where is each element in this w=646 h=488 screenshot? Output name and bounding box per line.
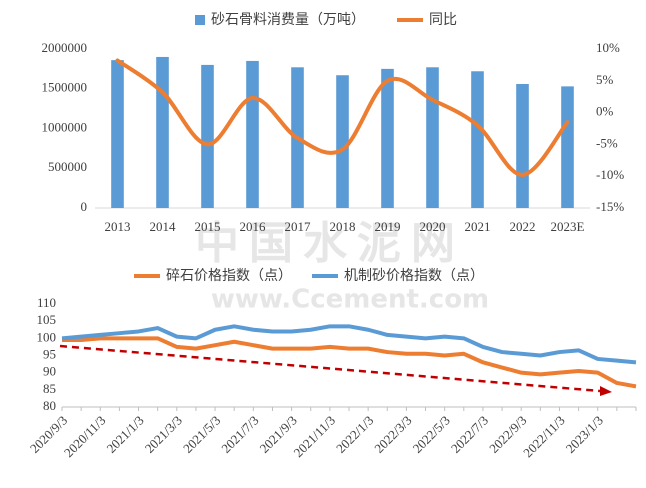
legend-label: 碎石价格指数（点）: [166, 268, 292, 284]
x-tick-label: 2023E: [551, 219, 585, 234]
y-tick-label: 110: [37, 295, 56, 310]
y2-tick-label: 10%: [596, 40, 620, 55]
x-tick-label: 2022/1/3: [333, 413, 376, 456]
arrow-head: [600, 386, 612, 396]
x-tick-label: 2015: [195, 219, 221, 234]
trend-arrow: [59, 344, 601, 393]
x-tick-label: 2022: [510, 219, 536, 234]
legend-label: 砂石骨料消费量（万吨）: [211, 12, 365, 28]
legend-swatch: [195, 15, 205, 25]
y-tick-label: 80: [43, 398, 56, 413]
y2-tick-label: 0%: [596, 104, 614, 119]
line: [115, 58, 570, 177]
legend-label: 机制砂价格指数（点）: [344, 268, 484, 284]
y2-tick-label: -15%: [596, 199, 624, 214]
x-tick-label: 2013: [105, 219, 131, 234]
bar: [246, 60, 259, 208]
bar: [561, 86, 574, 208]
line: [61, 324, 637, 365]
watermark: www.Ccement.com: [211, 285, 489, 315]
bar: [471, 71, 484, 208]
watermark: 中国水泥网: [195, 218, 465, 269]
y2-tick-label: -5%: [596, 135, 618, 150]
bar: [336, 75, 349, 208]
bar: [516, 83, 529, 208]
y-tick-label: 90: [43, 364, 56, 379]
bar: [381, 68, 394, 208]
y-tick-label: 1000000: [42, 119, 88, 134]
x-tick-label: 2022/7/3: [448, 413, 491, 456]
y2-tick-label: 5%: [596, 72, 614, 87]
x-tick-label: 2022/5/3: [410, 413, 453, 456]
x-tick-label: 2022/3/3: [371, 413, 414, 456]
x-tick-label: 2020: [420, 219, 446, 234]
x-tick-label: 2014: [150, 219, 177, 234]
x-tick-label: 2021/3/3: [142, 413, 185, 456]
y-tick-label: 85: [43, 381, 56, 396]
bar: [156, 56, 169, 209]
x-tick-label: 2019: [375, 219, 401, 234]
y-tick-label: 2000000: [42, 40, 88, 55]
y-tick-label: 0: [81, 199, 88, 214]
x-tick-label: 2023/1/3: [563, 413, 606, 456]
y-tick-label: 500000: [48, 159, 87, 174]
bar: [201, 64, 214, 209]
bar: [426, 67, 439, 208]
x-tick-label: 2021/5/3: [180, 413, 223, 456]
x-tick-label: 2017: [285, 219, 312, 234]
y-tick-label: 105: [37, 312, 57, 327]
x-tick-label: 2018: [330, 219, 356, 234]
x-tick-label: 2021/1/3: [103, 413, 146, 456]
x-tick-label: 2021/11/3: [291, 413, 339, 461]
x-tick-label: 2021: [465, 219, 491, 234]
line: [62, 336, 637, 389]
y2-tick-label: -10%: [596, 167, 624, 182]
y-tick-label: 1500000: [42, 80, 88, 95]
x-tick-label: 2016: [240, 219, 267, 234]
x-tick-label: 2021/7/3: [218, 413, 261, 456]
x-tick-label: 2022/11/3: [520, 413, 568, 461]
x-tick-label: 2020/11/3: [61, 413, 109, 461]
y-tick-label: 95: [43, 346, 56, 361]
bar: [111, 60, 124, 208]
legend-label: 同比: [429, 12, 457, 28]
y-tick-label: 100: [37, 329, 57, 344]
